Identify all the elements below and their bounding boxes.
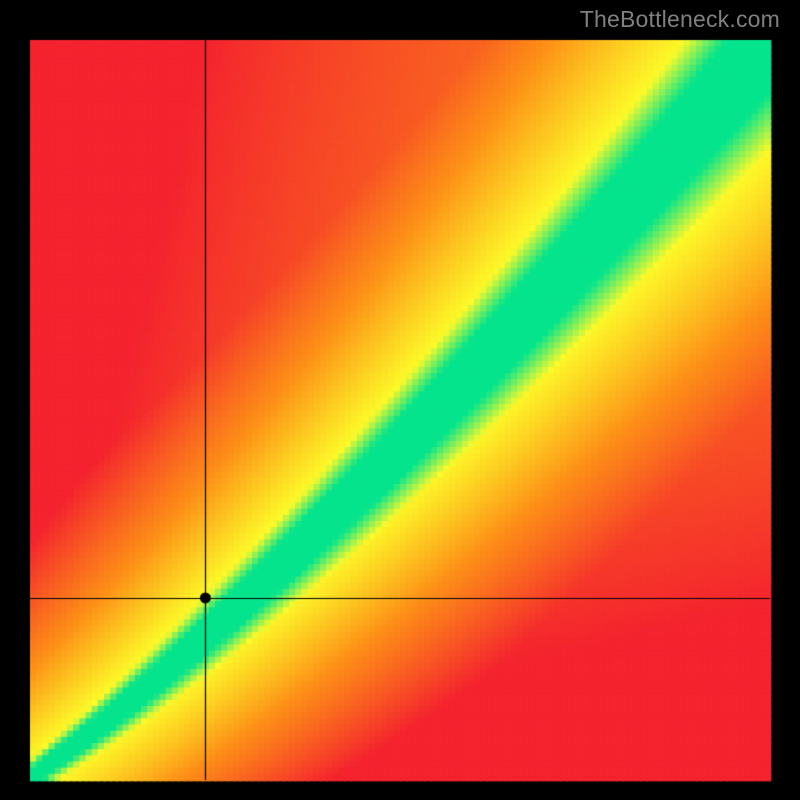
bottleneck-heatmap bbox=[0, 0, 800, 800]
watermark-text: TheBottleneck.com bbox=[580, 6, 780, 33]
chart-container: { "watermark": { "text": "TheBottleneck.… bbox=[0, 0, 800, 800]
